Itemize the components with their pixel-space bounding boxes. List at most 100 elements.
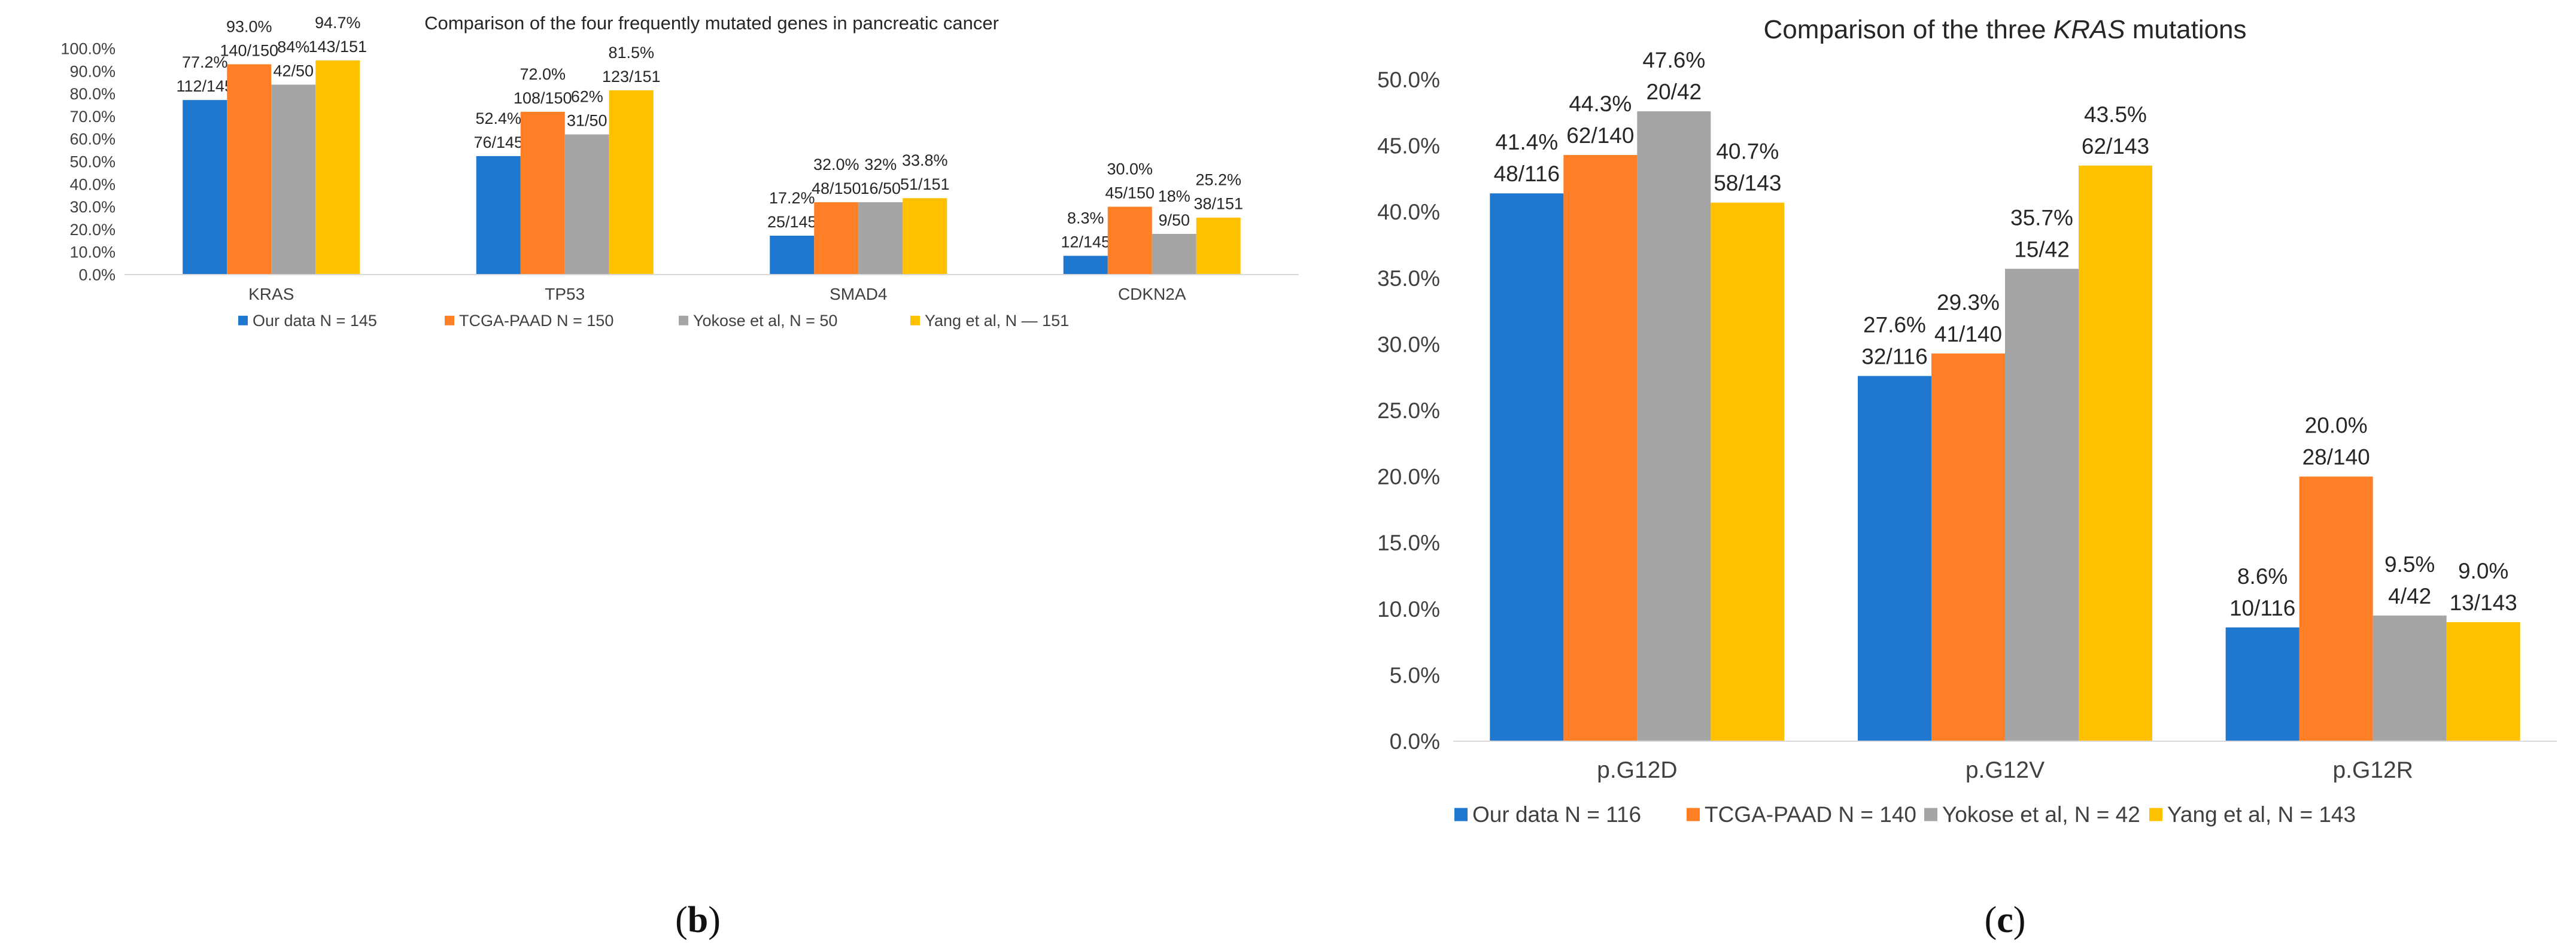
y-tick-label: 45.0%: [1377, 134, 1440, 159]
y-tick-label: 10.0%: [69, 243, 116, 261]
data-label-percent: 29.3%: [1937, 290, 2000, 315]
data-label-percent: 47.6%: [1642, 48, 1705, 72]
data-label-count: 112/145: [176, 77, 233, 95]
data-label-count: 13/143: [2450, 590, 2517, 615]
panel-caption: (c): [1985, 900, 2026, 940]
bar: [564, 134, 609, 275]
x-category-label: TP53: [545, 285, 585, 303]
panel-caption: (b): [675, 900, 721, 940]
data-label-percent: 20.0%: [2305, 413, 2368, 438]
bar: [1563, 155, 1638, 742]
bar: [858, 202, 903, 275]
data-label-count: 48/150: [812, 179, 861, 197]
bar: [1152, 233, 1196, 275]
bar: [1858, 376, 1931, 741]
bar: [271, 84, 316, 275]
y-tick-label: 40.0%: [1377, 200, 1440, 224]
bar: [2005, 269, 2079, 741]
data-label-count: 62/143: [2082, 134, 2149, 159]
bar: [1196, 217, 1241, 275]
data-label-count: 76/145: [473, 133, 523, 151]
legend-label: Our data N = 116: [1472, 802, 1641, 827]
data-label-count: 32/116: [1861, 344, 1927, 369]
legend-swatch: [445, 315, 454, 325]
data-label-percent: 84%: [277, 38, 309, 56]
chart-title: Comparison of the four frequently mutate…: [424, 13, 999, 34]
legend-label: Yang et al, N — 151: [925, 312, 1069, 330]
data-label-percent: 44.3%: [1569, 92, 1632, 116]
data-label-percent: 33.8%: [902, 151, 948, 169]
data-label-percent: 94.7%: [315, 14, 361, 32]
y-tick-label: 80.0%: [69, 85, 116, 103]
bar: [183, 100, 227, 275]
bar: [609, 90, 654, 275]
y-tick-label: 60.0%: [69, 130, 116, 148]
bar: [520, 111, 565, 275]
bar: [814, 202, 859, 275]
bar: [2299, 476, 2373, 741]
data-label-count: 9/50: [1158, 211, 1190, 229]
data-label-count: 31/50: [567, 112, 607, 130]
data-label-percent: 81.5%: [608, 44, 654, 62]
x-category-label: p.G12R: [2332, 757, 2413, 783]
data-label-count: 20/42: [1647, 80, 1702, 104]
data-label-count: 45/150: [1105, 184, 1155, 202]
data-label-percent: 8.6%: [2237, 564, 2288, 589]
x-category-label: SMAD4: [830, 285, 887, 303]
bar: [1063, 255, 1108, 275]
bar: [2225, 627, 2299, 741]
data-label-percent: 77.2%: [182, 53, 228, 71]
bar: [2373, 615, 2447, 741]
legend-label: Yang et al, N = 143: [2167, 802, 2356, 827]
data-label-percent: 35.7%: [2010, 205, 2073, 230]
x-category-label: CDKN2A: [1118, 285, 1186, 303]
legend-label: Our data N = 145: [253, 312, 377, 330]
data-label-count: 123/151: [602, 68, 661, 86]
bar: [227, 64, 272, 275]
data-label-count: 108/150: [514, 89, 572, 107]
x-category-label: KRAS: [248, 285, 294, 303]
data-label-count: 42/50: [273, 62, 314, 80]
data-label-percent: 62%: [571, 88, 603, 106]
y-tick-label: 0.0%: [1390, 729, 1440, 754]
legend-swatch: [679, 315, 688, 325]
bar: [1711, 202, 1785, 741]
data-label-percent: 32%: [864, 156, 897, 173]
data-label-count: 16/50: [860, 179, 901, 197]
y-tick-label: 50.0%: [69, 153, 116, 170]
data-label-count: 41/140: [1934, 322, 2002, 346]
legend-swatch: [1454, 808, 1468, 821]
bar: [1931, 353, 2005, 741]
y-tick-label: 20.0%: [1377, 465, 1440, 489]
data-label-count: 48/116: [1494, 162, 1560, 186]
chart-title-text: Comparison of the four frequently mutate…: [424, 13, 999, 34]
y-tick-label: 5.0%: [1390, 663, 1440, 687]
data-label-percent: 18%: [1158, 187, 1190, 205]
data-label-count: 25/145: [767, 213, 817, 231]
data-label-percent: 25.2%: [1195, 171, 1241, 189]
data-label-count: 62/140: [1566, 123, 1634, 148]
chart-panel-c: Comparison of the three KRAS mutations 0.…: [1377, 15, 2557, 940]
x-category-label: p.G12D: [1597, 757, 1677, 783]
data-label-percent: 40.7%: [1716, 139, 1779, 164]
data-label-count: 4/42: [2388, 584, 2431, 608]
y-tick-label: 40.0%: [69, 175, 116, 193]
data-label-count: 143/151: [308, 38, 367, 56]
y-tick-label: 90.0%: [69, 62, 116, 80]
legend-swatch: [2149, 808, 2162, 821]
legend-label: Yokose et al, N = 50: [693, 312, 837, 330]
y-tick-label: 70.0%: [69, 108, 116, 126]
bar: [315, 60, 360, 275]
bar: [2079, 165, 2152, 741]
y-tick-label: 0.0%: [78, 266, 116, 284]
y-tick-label: 30.0%: [1377, 332, 1440, 357]
data-label-count: 10/116: [2229, 596, 2295, 620]
y-tick-label: 100.0%: [60, 39, 116, 57]
bar: [1490, 193, 1564, 741]
data-label-percent: 52.4%: [475, 109, 521, 127]
legend-swatch: [1687, 808, 1700, 821]
data-label-percent: 9.5%: [2384, 552, 2435, 577]
y-tick-label: 50.0%: [1377, 68, 1440, 92]
bar: [1107, 206, 1152, 275]
data-label-percent: 72.0%: [520, 65, 566, 83]
